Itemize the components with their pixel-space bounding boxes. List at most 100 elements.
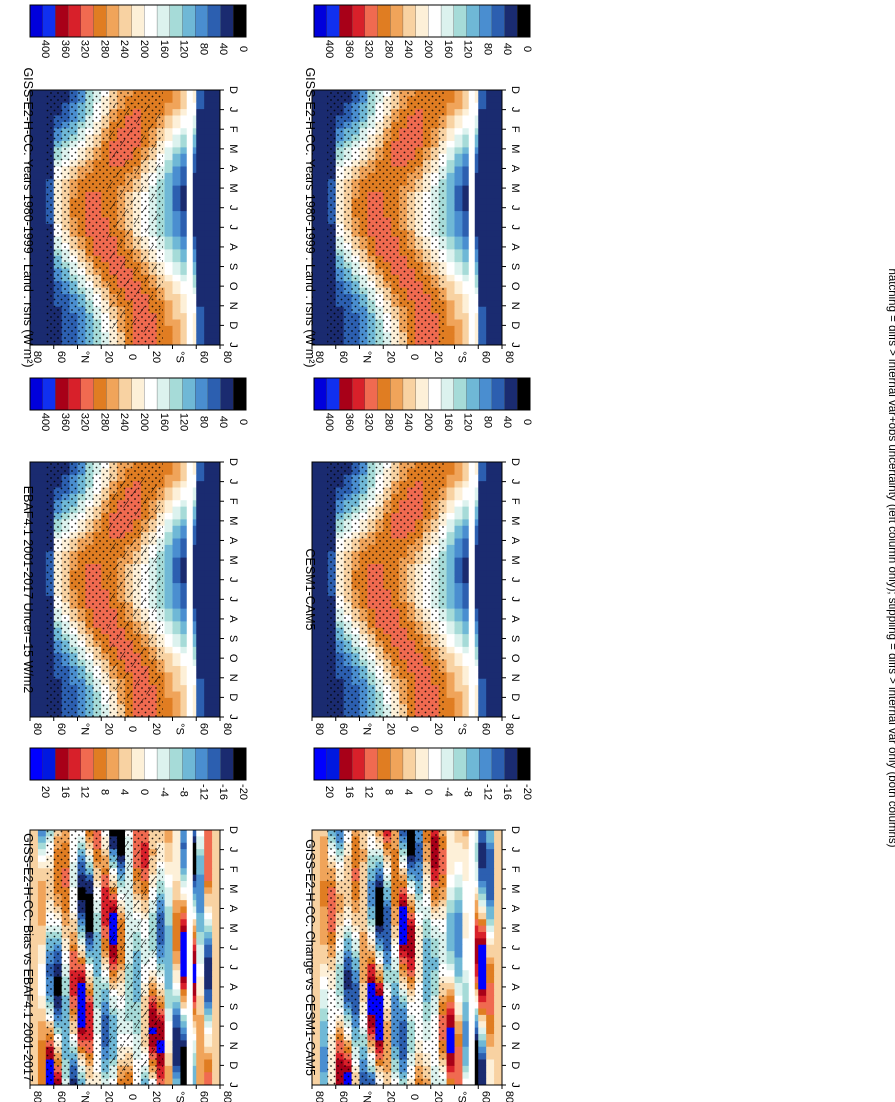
month-label: J	[227, 342, 239, 348]
heat-cell	[164, 462, 173, 469]
heat-cell	[312, 634, 321, 641]
heat-cell	[312, 268, 321, 276]
heat-cell	[180, 944, 189, 952]
heat-cell	[478, 646, 487, 654]
heat-cell	[446, 608, 455, 616]
heat-cell	[204, 640, 213, 648]
heat-cell	[37, 319, 47, 327]
heat-cell	[454, 634, 463, 641]
heat-cell	[180, 262, 189, 269]
heat-cell	[212, 211, 221, 218]
month-label: F	[509, 498, 521, 505]
heat-cell	[462, 544, 471, 552]
heat-cell	[172, 294, 181, 301]
lat-label: 60	[55, 723, 67, 735]
heat-cell	[212, 223, 221, 231]
heat-cell	[462, 109, 471, 116]
heat-cell	[37, 919, 47, 927]
heat-cell	[204, 1008, 213, 1016]
heat-cell	[454, 141, 463, 148]
colorbar-swatch	[339, 4, 353, 38]
heat-cell	[164, 544, 173, 552]
heat-cell	[478, 602, 487, 610]
heat-cell	[172, 602, 181, 610]
month-label: A	[509, 243, 521, 251]
heat-cell	[478, 532, 487, 539]
heat-cell	[319, 704, 329, 712]
heat-cell	[30, 306, 39, 314]
colorbar-swatch	[313, 4, 328, 38]
heat-cell	[494, 551, 503, 559]
heat-cell	[212, 513, 221, 520]
heat-cell	[486, 659, 495, 667]
heat-cell	[204, 481, 213, 488]
heat-cell	[462, 500, 471, 508]
heat-cell	[212, 141, 221, 148]
heat-cell	[446, 325, 455, 333]
heat-cell	[486, 332, 495, 340]
heat-cell	[180, 223, 189, 231]
heat-cell	[204, 595, 213, 603]
heat-cell	[454, 294, 463, 301]
heat-cell	[37, 332, 47, 340]
heat-cell	[494, 678, 503, 686]
heat-cell	[494, 166, 503, 174]
heat-cell	[172, 849, 181, 856]
heat-cell	[462, 468, 471, 476]
heat-cell	[164, 109, 173, 116]
heat-cell	[204, 243, 213, 250]
heat-cell	[494, 332, 503, 340]
heat-cell	[164, 306, 173, 314]
heat-cell	[37, 313, 47, 320]
heat-cell	[319, 500, 329, 508]
heat-cell	[30, 893, 39, 901]
heat-cell	[172, 204, 181, 212]
heat-cell	[454, 274, 463, 282]
heat-cell	[486, 236, 495, 244]
heat-cell	[478, 570, 487, 578]
heat-cell	[172, 474, 181, 482]
heat-cell	[319, 602, 329, 610]
heat-cell	[172, 1034, 181, 1041]
heat-cell	[446, 468, 455, 476]
heat-cell	[196, 842, 205, 850]
colorbar-label: 40	[501, 43, 513, 55]
heat-cell	[462, 96, 471, 104]
heat-cell	[446, 294, 455, 301]
heat-cell	[486, 634, 495, 641]
heat-cell	[196, 468, 205, 476]
heat-cell	[454, 710, 463, 718]
heat-cell	[37, 243, 47, 250]
heat-cell	[446, 627, 455, 635]
heat-cell	[164, 957, 173, 965]
heat-cell	[462, 185, 471, 193]
colorbar-label: 160	[442, 40, 454, 58]
heat-cell	[212, 1040, 221, 1048]
heat-cell	[196, 1021, 205, 1029]
heat-cell	[494, 589, 503, 597]
heat-cell	[180, 932, 189, 939]
heat-cell	[454, 704, 463, 712]
heat-cell	[172, 544, 181, 552]
heat-cell	[204, 963, 213, 971]
heat-cell	[462, 710, 471, 718]
heat-cell	[462, 570, 471, 578]
heat-cell	[478, 576, 487, 584]
heat-cell	[212, 474, 221, 482]
colorbar-swatch	[67, 4, 82, 38]
heat-cell	[494, 691, 503, 699]
heat-cell	[486, 640, 495, 648]
heat-cell	[494, 198, 503, 206]
heat-cell	[172, 576, 181, 584]
lat-label: 60	[337, 351, 349, 363]
heat-cell	[319, 121, 329, 129]
heat-cell	[30, 970, 39, 978]
heat-cell	[454, 627, 463, 635]
lat-label: 0	[408, 726, 420, 732]
heat-cell	[164, 204, 173, 212]
heat-cell	[180, 951, 189, 958]
heat-cell	[462, 646, 471, 654]
heat-cell	[212, 268, 221, 276]
heat-cell	[30, 1040, 39, 1048]
heat-cell	[494, 121, 503, 129]
